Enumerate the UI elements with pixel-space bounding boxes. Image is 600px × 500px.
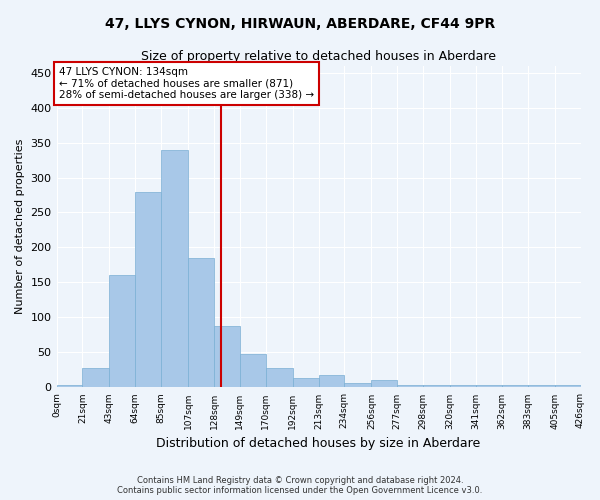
Bar <box>293 378 319 388</box>
Bar <box>527 386 554 388</box>
Text: 47 LLYS CYNON: 134sqm
← 71% of detached houses are smaller (871)
28% of semi-det: 47 LLYS CYNON: 134sqm ← 71% of detached … <box>59 67 314 100</box>
Bar <box>554 386 581 388</box>
X-axis label: Distribution of detached houses by size in Aberdare: Distribution of detached houses by size … <box>157 437 481 450</box>
Title: Size of property relative to detached houses in Aberdare: Size of property relative to detached ho… <box>141 50 496 63</box>
Bar <box>56 386 82 388</box>
Y-axis label: Number of detached properties: Number of detached properties <box>15 139 25 314</box>
Bar <box>214 326 240 388</box>
Bar <box>371 380 397 388</box>
Bar <box>397 386 423 388</box>
Bar <box>450 386 476 388</box>
Bar <box>109 276 135 388</box>
Bar <box>502 386 527 388</box>
Bar <box>266 368 293 388</box>
Bar <box>82 368 109 388</box>
Bar <box>344 383 371 388</box>
Bar <box>188 258 214 388</box>
Text: 47, LLYS CYNON, HIRWAUN, ABERDARE, CF44 9PR: 47, LLYS CYNON, HIRWAUN, ABERDARE, CF44 … <box>105 18 495 32</box>
Bar <box>319 375 344 388</box>
Bar <box>135 192 161 388</box>
Bar <box>161 150 188 388</box>
Bar <box>240 354 266 388</box>
Bar <box>476 386 502 388</box>
Text: Contains HM Land Registry data © Crown copyright and database right 2024.
Contai: Contains HM Land Registry data © Crown c… <box>118 476 482 495</box>
Bar <box>423 386 450 388</box>
